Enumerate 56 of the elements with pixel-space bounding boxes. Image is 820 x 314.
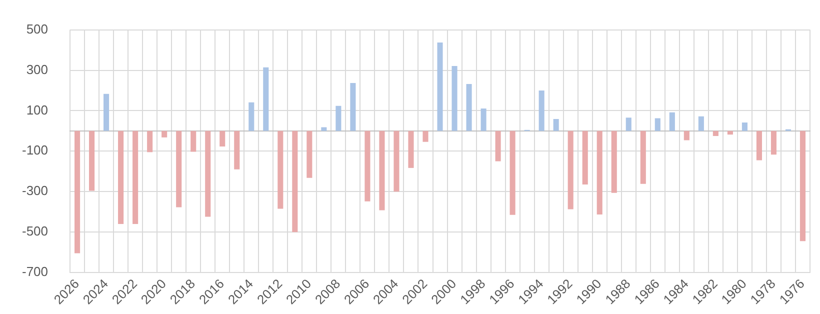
bar [654,118,660,131]
bar [712,130,718,136]
bar [510,130,516,215]
bar [336,106,342,131]
bar [147,130,153,152]
bar [220,130,226,147]
bar [452,66,458,131]
bar [669,112,675,131]
bar [684,130,690,140]
bar [408,130,414,168]
bar [306,130,312,178]
bar [800,130,806,242]
y-tick-label: -300 [22,183,48,198]
bar [422,130,428,142]
bar [364,130,370,202]
bar [74,130,80,254]
bar [234,130,240,170]
bar [582,130,588,185]
y-tick-label: -500 [22,224,48,239]
bar [162,130,168,138]
bar [742,122,748,131]
bar [278,130,284,209]
bar [727,130,733,135]
bar [104,94,110,131]
bar [205,130,211,217]
bar [437,42,443,131]
bar [756,130,762,160]
bar [538,90,544,131]
bar [350,82,356,131]
bar [292,130,298,232]
bar [480,108,486,131]
y-tick-label: 300 [26,62,48,77]
bar [698,116,704,131]
bar [263,67,269,131]
bar [394,130,400,192]
bar [770,130,776,155]
bar [553,119,559,131]
bar [321,127,327,131]
bar [611,130,617,193]
bar [466,84,472,131]
y-tick-label: 500 [26,21,48,36]
bar [626,118,632,131]
y-tick-label: 100 [26,102,48,118]
bar [379,130,385,210]
y-tick-label: -700 [22,264,48,280]
bar [248,102,254,131]
bar [118,130,124,224]
bar [190,130,196,152]
bar [596,130,602,214]
bar [176,130,182,208]
y-tick-label: -100 [22,142,48,158]
bar [89,130,95,191]
bar [132,130,138,224]
bar [640,130,646,184]
bar [495,130,501,162]
bar [568,130,574,210]
